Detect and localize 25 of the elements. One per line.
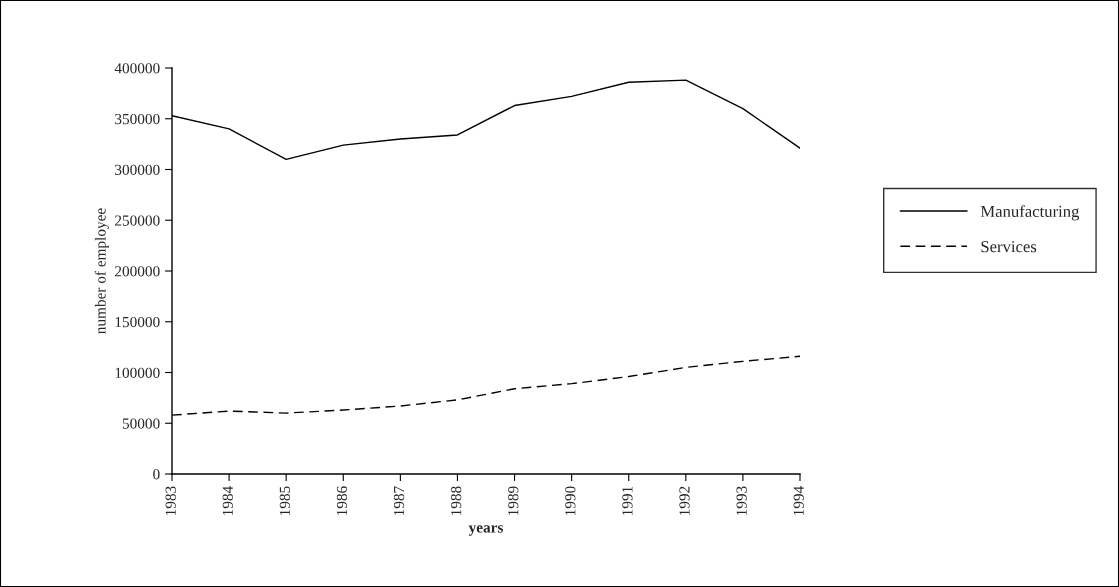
legend-label: Manufacturing: [980, 205, 1080, 221]
y-axis-title: number of employee: [94, 208, 109, 334]
x-tick-label: 1986: [336, 486, 348, 516]
x-tick-label: 1989: [508, 486, 519, 516]
y-tick-label: 50000: [122, 418, 160, 429]
y-tick-label: 100000: [115, 367, 160, 378]
x-axis-title: years: [468, 525, 504, 536]
x-tick-label: 1985: [279, 486, 291, 516]
x-tick-label: 1994: [793, 486, 804, 516]
y-tick-label: 200000: [115, 266, 160, 277]
x-tick-label: 1990: [565, 486, 576, 516]
x-tick-label: 1984: [222, 486, 233, 516]
y-tick-label: 0: [153, 469, 160, 480]
x-tick-label: 1991: [622, 486, 633, 516]
legend-label: Services: [981, 241, 1037, 253]
x-tick-label: 1993: [736, 486, 747, 516]
y-tick-label: 400000: [114, 63, 160, 74]
y-tick-label: 250000: [115, 215, 160, 226]
y-tick-label: 150000: [115, 316, 160, 328]
x-tick-label: 1992: [679, 486, 690, 516]
x-tick-label: 1988: [450, 486, 462, 516]
x-tick-label: 1983: [165, 486, 176, 516]
x-tick-label: 1987: [393, 486, 405, 516]
y-tick-label: 300000: [115, 164, 160, 175]
y-tick-label: 350000: [115, 113, 160, 125]
